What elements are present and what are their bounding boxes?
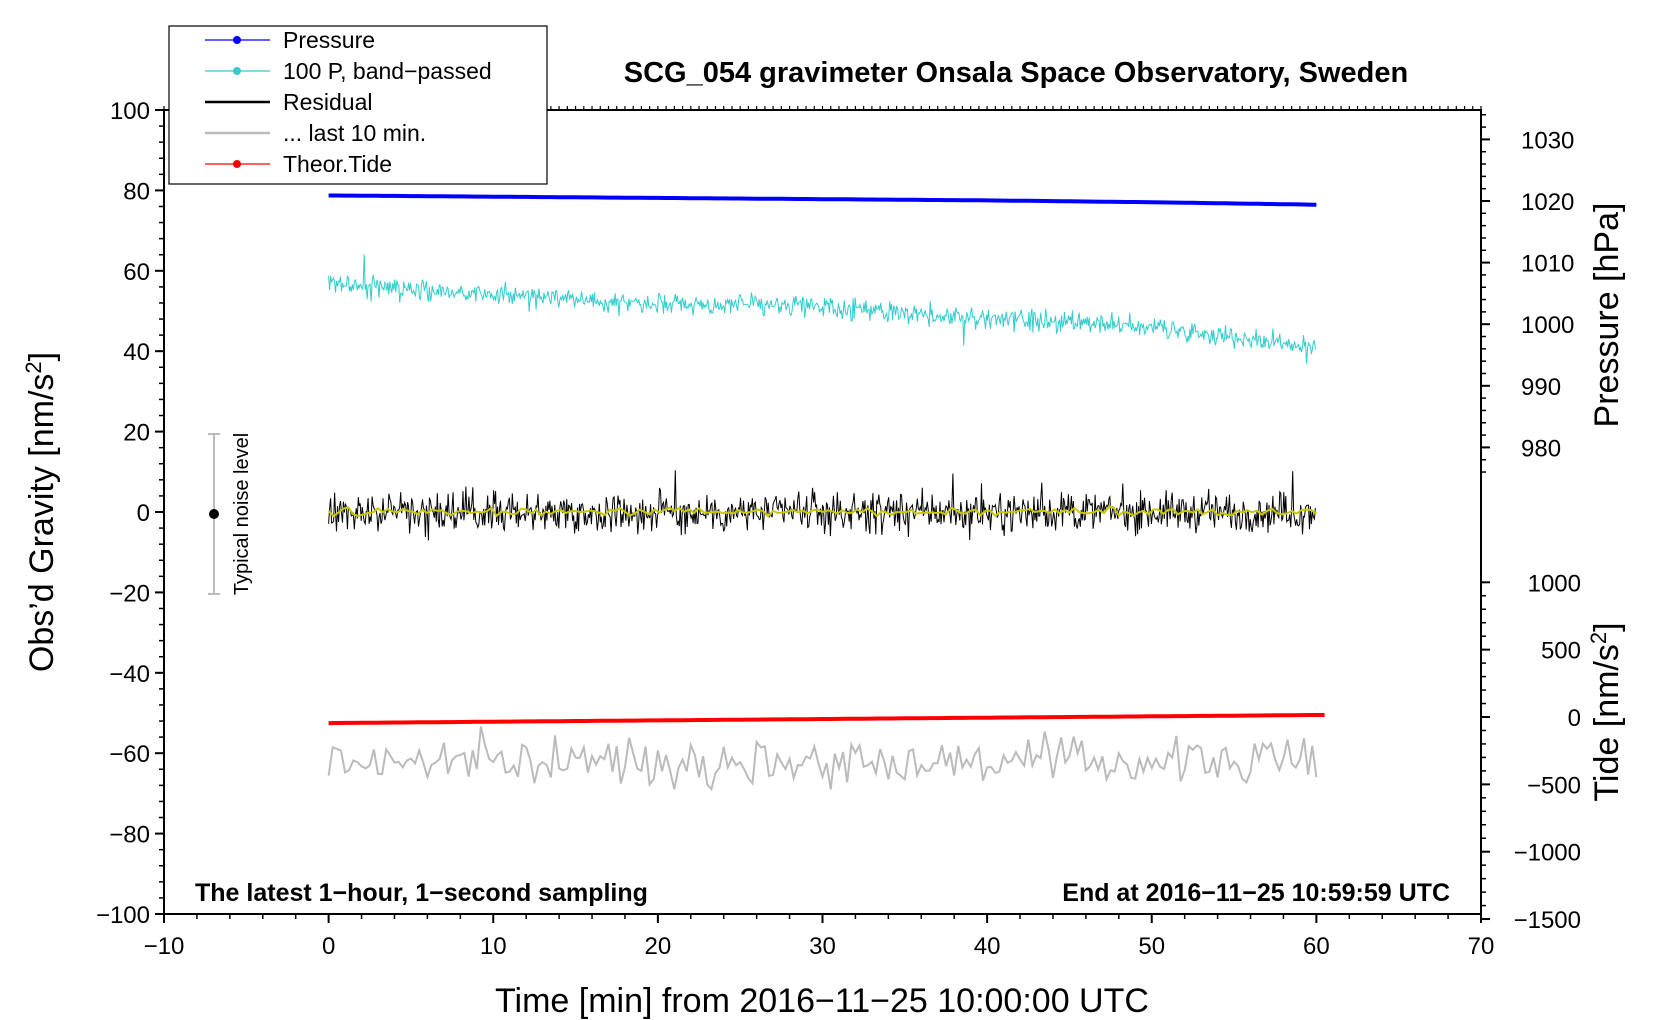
x-tick-label: 0 bbox=[322, 933, 335, 960]
y-tick-label: −80 bbox=[109, 822, 150, 849]
y-tick-label: 80 bbox=[123, 178, 150, 205]
legend-tide-label: Theor.Tide bbox=[283, 151, 392, 177]
y-axis-label-end: ] bbox=[23, 352, 61, 361]
tide-axis-label-sup: 2 bbox=[1586, 632, 1611, 644]
y-axis-label-main: Obs’d Gravity [nm/s bbox=[23, 374, 61, 673]
chart-title: SCG_054 gravimeter Onsala Space Observat… bbox=[624, 57, 1408, 89]
tide-tick-label: −1500 bbox=[1514, 907, 1581, 934]
y-tick-label: −60 bbox=[109, 741, 150, 768]
pressure-tick-label: 1010 bbox=[1521, 251, 1574, 278]
pressure-tick-label: 990 bbox=[1521, 374, 1561, 401]
y-axis-label-sup: 2 bbox=[21, 361, 46, 373]
noise-bar-center bbox=[209, 509, 219, 519]
series-theor-tide bbox=[328, 713, 1325, 726]
x-tick-label: 30 bbox=[809, 933, 836, 960]
y-axis-label: Obs’d Gravity [nm/s2] bbox=[21, 352, 61, 672]
x-tick-label: 70 bbox=[1468, 933, 1495, 960]
tide-axis-label: Tide [nm/s2] bbox=[1586, 622, 1626, 801]
pressure-tick-label: 980 bbox=[1521, 435, 1561, 462]
legend: Pressure 100 P, band−passed Residual ...… bbox=[168, 25, 548, 185]
series-residual bbox=[328, 470, 1316, 541]
x-axis-label: Time [min] from 2016−11−25 10:00:00 UTC bbox=[495, 982, 1149, 1020]
note-left: The latest 1−hour, 1−second sampling bbox=[195, 879, 648, 907]
legend-last10-label: ... last 10 min. bbox=[283, 120, 426, 146]
y-tick-label: 40 bbox=[123, 339, 150, 366]
x-tick-label: 50 bbox=[1138, 933, 1165, 960]
x-tick-label: 40 bbox=[974, 933, 1001, 960]
pressure-tick-label: 1000 bbox=[1521, 312, 1574, 339]
series-pressure bbox=[328, 193, 1317, 207]
y-tick-label: 60 bbox=[123, 259, 150, 286]
x-tick-label: 20 bbox=[645, 933, 672, 960]
legend-box bbox=[168, 25, 548, 185]
legend-pressure-label: Pressure bbox=[283, 27, 375, 53]
y-tick-label: 20 bbox=[123, 420, 150, 447]
noise-bar-label: Typical noise level bbox=[231, 433, 253, 595]
y-tick-label: −40 bbox=[109, 661, 150, 688]
tide-tick-label: −1000 bbox=[1514, 840, 1581, 867]
pressure-axis-label: Pressure [hPa] bbox=[1588, 203, 1626, 428]
tide-tick-label: 1000 bbox=[1528, 570, 1581, 597]
y-tick-label: −100 bbox=[96, 902, 150, 929]
legend-tide-marker bbox=[233, 160, 241, 168]
tide-tick-label: 0 bbox=[1568, 705, 1581, 732]
noise-bar: Typical noise level bbox=[208, 433, 253, 595]
x-tick-label: 10 bbox=[480, 933, 507, 960]
legend-bandpassed-label: 100 P, band−passed bbox=[283, 58, 492, 84]
tide-tick-label: 500 bbox=[1541, 638, 1581, 665]
x-tick-label: −10 bbox=[144, 933, 185, 960]
tide-axis-label-end: ] bbox=[1588, 622, 1626, 631]
tide-tick-label: −500 bbox=[1527, 772, 1581, 799]
legend-pressure-marker bbox=[233, 36, 241, 44]
note-right: End at 2016−11−25 10:59:59 UTC bbox=[1062, 879, 1450, 907]
y-tick-label: 100 bbox=[110, 98, 150, 125]
series-layer bbox=[327, 193, 1325, 792]
legend-bandpassed-marker bbox=[233, 67, 241, 75]
y-tick-label: −20 bbox=[109, 580, 150, 607]
pressure-tick-label: 1020 bbox=[1521, 189, 1574, 216]
y-tick-label: 0 bbox=[137, 500, 150, 527]
tide-axis-label-main: Tide [nm/s bbox=[1588, 644, 1626, 801]
series-last-10-min bbox=[327, 726, 1318, 792]
legend-residual-label: Residual bbox=[283, 89, 373, 115]
pressure-tick-label: 1030 bbox=[1521, 127, 1574, 154]
x-tick-label: 60 bbox=[1303, 933, 1330, 960]
series-residual-smoothed bbox=[327, 505, 1317, 518]
series-100p-band-passed bbox=[328, 254, 1316, 364]
ticks-layer: −10 0 10 20 30 40 50 60 70−100−80−60−40−20020406… bbox=[96, 98, 1581, 960]
